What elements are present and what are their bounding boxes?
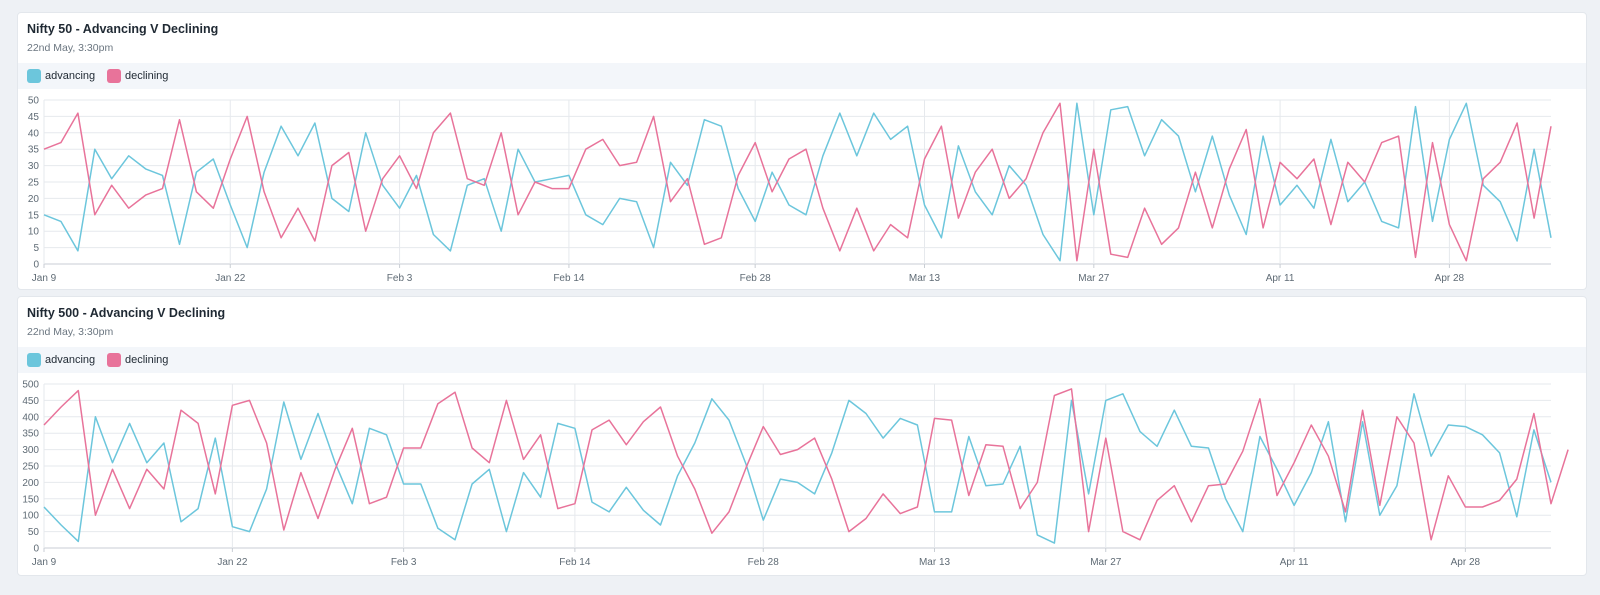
- y-tick-label: 400: [22, 412, 39, 423]
- y-tick-label: 300: [22, 445, 39, 456]
- y-tick-label: 0: [33, 260, 39, 271]
- y-tick-label: 50: [28, 96, 40, 107]
- x-tick-label: Jan 9: [32, 273, 57, 284]
- y-tick-label: 20: [28, 194, 40, 205]
- y-tick-label: 25: [28, 178, 40, 189]
- y-tick-label: 450: [22, 396, 39, 407]
- x-tick-label: Feb 14: [559, 557, 591, 568]
- x-tick-label: Jan 22: [217, 557, 247, 568]
- x-tick-label: Jan 22: [215, 273, 245, 284]
- chart-subtitle: 22nd May, 3:30pm: [27, 326, 114, 338]
- legend-label-advancing: advancing: [45, 354, 96, 366]
- legend-label-declining: declining: [125, 354, 169, 366]
- y-tick-label: 350: [22, 429, 39, 440]
- legend-swatch-advancing: [27, 353, 41, 367]
- y-tick-label: 15: [28, 210, 40, 221]
- y-tick-label: 10: [28, 227, 40, 238]
- x-tick-label: Mar 27: [1090, 557, 1122, 568]
- y-tick-label: 5: [33, 243, 39, 254]
- legend-label-advancing: advancing: [45, 70, 96, 82]
- y-tick-label: 50: [28, 527, 40, 538]
- nifty-50-line-chart: 0 5 10 15 20 25 30 35 40 45 50 Jan 9 Jan 22 Feb 3 Feb …: [28, 96, 1552, 284]
- nifty-50-chart-card: Nifty 50 - Advancing V Declining 22nd Ma…: [17, 12, 1587, 290]
- chart-legend: advancing declining: [18, 347, 1586, 373]
- legend-swatch-advancing: [27, 69, 41, 83]
- x-tick-label: Mar 27: [1078, 273, 1110, 284]
- nifty-500-line-chart: 0 50 100 150 200 250 300 350 400 450 500 Jan 9 Jan 2…: [22, 380, 1569, 568]
- x-tick-label: Mar 13: [909, 273, 941, 284]
- legend-swatch-declining: [107, 69, 121, 83]
- y-tick-label: 250: [22, 462, 39, 473]
- x-tick-label: Feb 3: [387, 273, 413, 284]
- nifty-500-chart-card: Nifty 500 - Advancing V Declining 22nd M…: [17, 296, 1587, 576]
- x-tick-label: Feb 3: [391, 557, 417, 568]
- chart-title: Nifty 50 - Advancing V Declining: [27, 22, 219, 36]
- x-tick-label: Feb 14: [553, 273, 585, 284]
- chart-legend: advancing declining: [18, 63, 1586, 89]
- y-tick-label: 45: [28, 112, 40, 123]
- x-tick-label: Apr 11: [1266, 273, 1295, 284]
- series-line-advancing[interactable]: [43, 102, 1552, 262]
- y-tick-label: 150: [22, 494, 39, 505]
- series-line-advancing[interactable]: [43, 393, 1552, 544]
- y-tick-label: 200: [22, 478, 39, 489]
- y-tick-label: 500: [22, 380, 39, 391]
- x-tick-label: Apr 11: [1280, 557, 1309, 568]
- y-tick-label: 35: [28, 145, 40, 156]
- x-tick-label: Apr 28: [1435, 273, 1465, 284]
- y-tick-label: 0: [33, 544, 39, 555]
- chart-title: Nifty 500 - Advancing V Declining: [27, 306, 226, 320]
- x-tick-label: Jan 9: [32, 557, 57, 568]
- series-line-declining[interactable]: [43, 102, 1552, 262]
- series-line-declining[interactable]: [43, 388, 1569, 541]
- legend-swatch-declining: [107, 353, 121, 367]
- y-tick-label: 40: [28, 128, 40, 139]
- x-tick-label: Apr 28: [1451, 557, 1481, 568]
- x-tick-label: Mar 13: [919, 557, 951, 568]
- legend-label-declining: declining: [125, 70, 169, 82]
- x-tick-label: Feb 28: [748, 557, 780, 568]
- x-tick-label: Feb 28: [740, 273, 772, 284]
- y-tick-label: 100: [22, 511, 39, 522]
- y-tick-label: 30: [28, 161, 40, 172]
- chart-subtitle: 22nd May, 3:30pm: [27, 42, 114, 54]
